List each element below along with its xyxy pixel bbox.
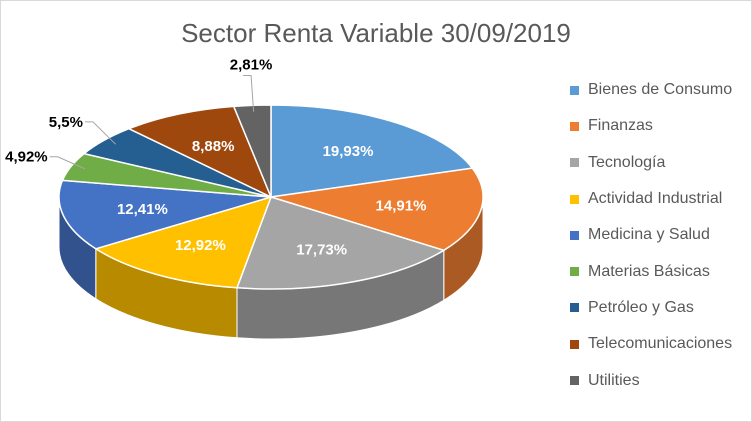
pie-slices: [58, 104, 484, 290]
legend-item-utilities: Utilities: [570, 362, 732, 398]
chart-title: Sector Renta Variable 30/09/2019: [181, 18, 571, 48]
legend-label: Finanzas: [588, 117, 653, 135]
leader-line-petroleo-y-gas: [84, 121, 117, 145]
pie-slice-utilities: [232, 104, 272, 198]
data-label-telecomunicaciones: 8,88%: [192, 138, 235, 155]
legend-swatch: [570, 267, 579, 277]
leader-line-materias-basicas: [49, 156, 86, 170]
data-label-tecnologia: 17,73%: [296, 242, 347, 259]
pie-slice-actividad-industrial: [93, 195, 273, 289]
legend-item-materias-basicas: Materias Básicas: [570, 253, 732, 289]
legend-swatch: [570, 194, 579, 204]
legend-label: Actividad Industrial: [588, 190, 723, 208]
legend-swatch: [570, 121, 579, 131]
pie-slice-medicina-y-salud: [58, 179, 272, 250]
legend-label: Bienes de Consumo: [588, 81, 733, 99]
legend-swatch: [570, 376, 579, 386]
legend-swatch: [570, 85, 579, 95]
pie-slice-tecnologia: [235, 196, 446, 290]
pie-slice-finanzas: [270, 167, 484, 252]
chart-legend: Bienes de Consumo Finanzas Tecnología Activ…: [570, 72, 732, 399]
legend-item-actividad-industrial: Actividad Industrial: [570, 181, 732, 217]
legend-label: Medicina y Salud: [588, 226, 710, 244]
legend-item-petroleo-y-gas: Petróleo y Gas: [570, 290, 732, 326]
data-label-finanzas: 14,91%: [376, 198, 427, 215]
legend-item-finanzas: Finanzas: [570, 108, 732, 144]
data-label-bienes-de-consumo: 19,93%: [323, 143, 374, 160]
pie-side-walls: [58, 196, 484, 340]
data-label-petroleo-y-gas: 5,5%: [49, 114, 83, 131]
leader-line-utilities: [243, 74, 255, 112]
legend-label: Tecnología: [588, 153, 666, 171]
pie-slice-telecomunicaciones: [127, 105, 273, 199]
legend-item-bienes-de-consumo: Bienes de Consumo: [570, 72, 732, 108]
legend-swatch: [570, 339, 579, 349]
legend-label: Materias Básicas: [588, 262, 710, 280]
pie-slice-bienes-de-consumo: [270, 104, 474, 198]
data-label-utilities: 2,81%: [230, 56, 273, 73]
legend-swatch: [570, 230, 579, 240]
data-label-materias-basicas: 4,92%: [5, 149, 48, 166]
legend-swatch: [570, 303, 579, 313]
legend-label: Telecomunicaciones: [588, 335, 733, 353]
legend-label: Petróleo y Gas: [588, 298, 694, 316]
legend-swatch: [570, 158, 579, 168]
data-label-medicina-y-salud: 12,41%: [117, 201, 168, 218]
data-label-actividad-industrial: 12,92%: [175, 237, 226, 254]
pie-data-labels: 19,93% 14,91% 17,73% 12,92% 12,41% 4,92% 5,5% 8…: [5, 56, 426, 258]
legend-label: Utilities: [588, 371, 640, 389]
legend-item-tecnologia: Tecnología: [570, 145, 732, 181]
legend-item-telecomunicaciones: Telecomunicaciones: [570, 326, 732, 362]
legend-item-medicina-y-salud: Medicina y Salud: [570, 217, 732, 253]
